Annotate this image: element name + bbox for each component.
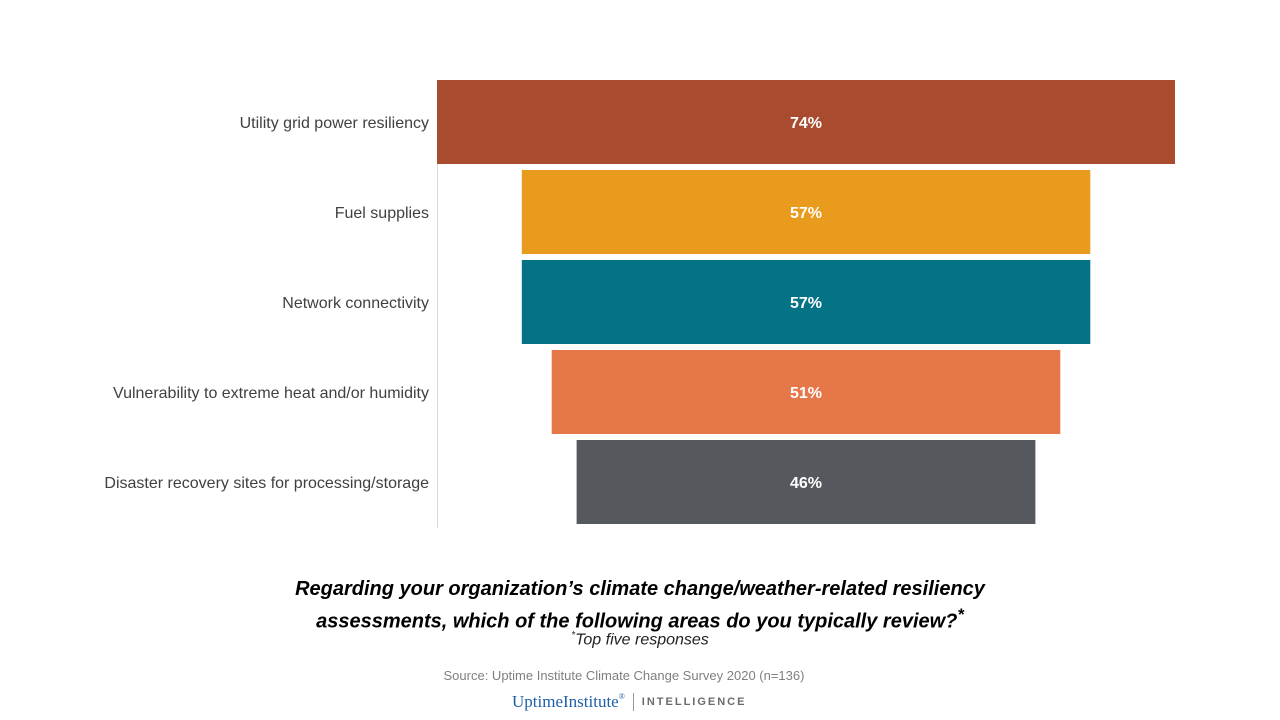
- source-text: Source: Uptime Institute Climate Change …: [443, 668, 805, 683]
- brand-divider: [632, 693, 634, 711]
- question-line-1: Regarding your organization’s climate ch…: [295, 578, 985, 600]
- bars-group: 74% Utility grid power resiliency 57% Fuel …: [104, 80, 1175, 524]
- footnote: *Top five responses: [0, 630, 1280, 649]
- brand-logo: UptimeInstitute® INTELLIGENCE: [512, 690, 746, 714]
- category-label: Fuel supplies: [335, 205, 429, 222]
- footnote-text: Top five responses: [575, 631, 709, 649]
- bar-value-label: 57%: [790, 295, 822, 312]
- bar-5: [576, 440, 1036, 524]
- bar-4: [551, 350, 1061, 434]
- brand-tagline: INTELLIGENCE: [641, 696, 747, 708]
- category-label: Utility grid power resiliency: [240, 115, 429, 132]
- question-line-2-text: assessments, which of the following area…: [316, 610, 958, 633]
- bar-value-label: 74%: [790, 115, 822, 132]
- bar-value-label: 57%: [790, 205, 822, 222]
- bar-value-label: 51%: [790, 385, 822, 402]
- bar-1: [437, 80, 1175, 164]
- footnote-asterisk: *: [571, 630, 576, 641]
- bar-2: [521, 170, 1091, 254]
- survey-question: Regarding your organization’s climate ch…: [0, 576, 1280, 635]
- bar-3: [521, 260, 1091, 344]
- brand-name: UptimeInstitute®: [512, 692, 625, 712]
- category-label: Network connectivity: [282, 295, 429, 312]
- question-line-2: assessments, which of the following area…: [0, 602, 1280, 635]
- brand-name-text: UptimeInstitute: [512, 692, 619, 711]
- funnel-chart: 74% Utility grid power resiliency 57% Fuel …: [104, 80, 1175, 528]
- registered-mark: ®: [618, 692, 625, 701]
- question-asterisk: *: [957, 605, 964, 624]
- category-label: Vulnerability to extreme heat and/or hum…: [113, 385, 429, 402]
- bar-value-label: 46%: [790, 475, 822, 492]
- category-label: Disaster recovery sites for processing/s…: [104, 475, 429, 492]
